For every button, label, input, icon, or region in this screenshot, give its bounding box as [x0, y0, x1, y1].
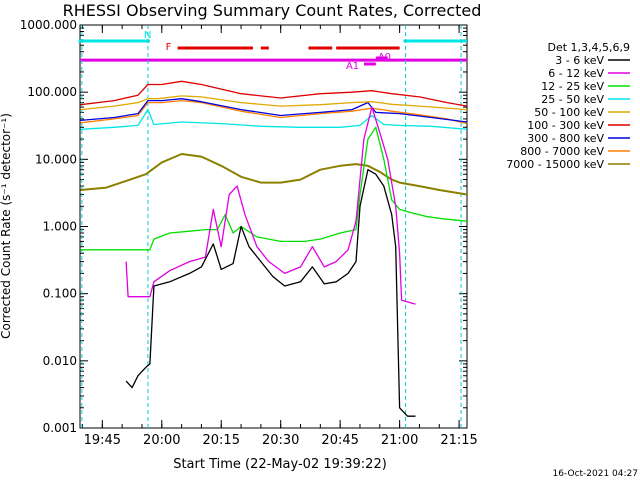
x-tick-label: 19:45	[84, 433, 121, 448]
x-axis: 19:45 20:00 20:15 20:30 20:45 21:00 21:15	[82, 25, 478, 448]
legend-label: 800 - 7000 keV	[520, 145, 604, 158]
y-tick-label: 10.000	[35, 152, 77, 166]
legend-title: Det 1,3,4,5,6,9	[547, 41, 630, 54]
series-line-6	[80, 80, 468, 107]
legend-label: 25 - 50 keV	[541, 93, 604, 106]
x-tick-label: 21:00	[381, 433, 418, 448]
series-lines	[80, 80, 468, 417]
vertical-markers	[81, 25, 462, 428]
flag-bars: NFA1A0	[78, 30, 467, 72]
y-tick-label: 1.000	[43, 220, 77, 234]
y-tick-label: 100.000	[27, 85, 77, 99]
y-tick-label: 0.010	[43, 354, 77, 368]
legend-label: 300 - 800 keV	[527, 132, 604, 145]
flag-label: A1	[346, 61, 359, 72]
x-tick-label: 20:00	[143, 433, 180, 448]
x-tick-label: 20:30	[262, 433, 299, 448]
x-tick-label: 20:15	[203, 433, 240, 448]
x-tick-label: 20:45	[321, 433, 358, 448]
legend-label: 3 - 6 keV	[555, 54, 604, 67]
series-line-8	[80, 99, 468, 125]
legend-label: 50 - 100 keV	[534, 106, 604, 119]
series-line-9	[80, 153, 468, 196]
legend-label: 100 - 300 keV	[527, 119, 604, 132]
y-axis: 1000.000 100.000 10.000 1.000 0.100 0.010 0.00…	[20, 18, 467, 435]
y-axis-label: Corrected Count Rate (s⁻¹ detector⁻¹)	[0, 113, 13, 339]
series-line-7	[80, 98, 468, 123]
legend-label: 6 - 12 keV	[548, 67, 604, 80]
series-line-5	[80, 95, 468, 111]
plot-frame	[79, 24, 468, 429]
timestamp: 16-Oct-2021 04:27	[553, 469, 638, 479]
y-tick-label: 0.100	[43, 287, 77, 301]
series-line-3	[80, 126, 468, 251]
flag-label: F	[166, 42, 172, 53]
series-line-2	[125, 106, 416, 305]
series-line-1	[125, 169, 416, 417]
y-tick-label: 0.001	[43, 421, 77, 435]
x-tick-label: 21:15	[440, 433, 477, 448]
chart-title: RHESSI Observing Summary Count Rates, Co…	[63, 1, 482, 20]
y-tick-label: 1000.000	[20, 18, 77, 32]
flag-label: A0	[378, 52, 391, 63]
legend-label: 7000 - 15000 keV	[506, 158, 604, 171]
x-axis-label: Start Time (22-May-02 19:39:22)	[173, 457, 387, 472]
series-line-4	[80, 108, 468, 130]
legend-label: 12 - 25 keV	[541, 80, 604, 93]
